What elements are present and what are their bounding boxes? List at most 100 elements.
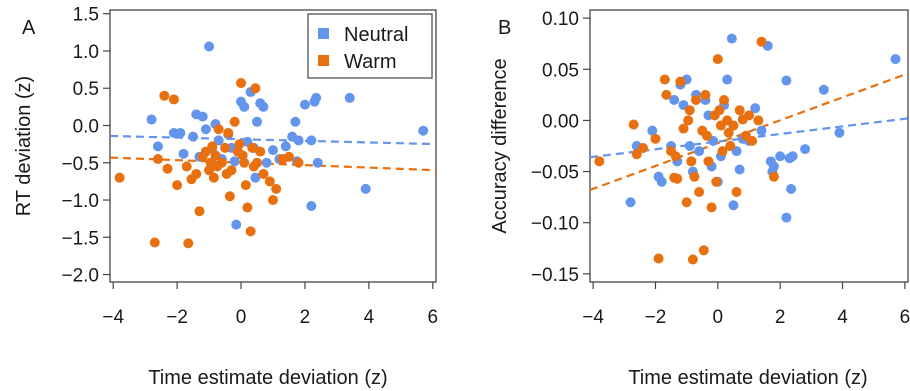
panel-b-point-warm	[687, 254, 698, 265]
panel-b-point-warm	[731, 187, 742, 198]
panel-b-x-tick-label: −4	[582, 307, 604, 328]
panel-b-point-warm	[747, 135, 758, 146]
panel-a-point-neutral	[258, 101, 269, 112]
panel-b-point-warm	[683, 115, 694, 126]
panel-a-point-neutral	[261, 157, 272, 168]
panel-b-point-neutral	[647, 125, 658, 136]
panel-a-points	[114, 41, 429, 249]
panel-a-x-tick-label: −4	[102, 307, 124, 328]
panel-b-x-tick-label: −2	[645, 307, 667, 328]
panel-a-point-neutral	[204, 41, 215, 52]
panel-a-point-neutral	[293, 135, 304, 146]
panel-a-trend-neutral	[109, 134, 437, 146]
panel-b-y-tick-label: −0.10	[531, 214, 579, 235]
panel-b-point-neutral	[787, 151, 798, 162]
panel-b-point-neutral	[684, 141, 695, 151]
legend-swatch-warm	[318, 55, 329, 66]
legend-label-neutral: Neutral	[344, 24, 408, 46]
panel-a-point-warm	[204, 165, 215, 176]
panel-a-point-neutral	[268, 145, 278, 156]
panel-a-point-neutral	[146, 114, 157, 125]
panel-a-point-warm	[268, 195, 278, 206]
panel-b-point-neutral	[726, 33, 737, 44]
panel-b-point-neutral	[669, 94, 680, 105]
panel-b-ticks: −4 −2 0 2 4 6 −0.15 −0.10 −0.05 0.00 0.05 0.10	[531, 9, 910, 328]
panel-b-point-neutral	[728, 200, 739, 211]
panel-b-point-neutral	[768, 161, 779, 172]
panel-a-point-neutral	[290, 116, 301, 127]
panel-b-point-neutral	[818, 84, 829, 95]
panel-a-y-axis-title: RT deviation (z)	[13, 76, 35, 216]
panel-a-x-tick-label: −2	[166, 307, 188, 328]
legend-box	[307, 13, 433, 79]
panel-b-point-neutral	[781, 212, 792, 223]
panel-a-point-warm	[149, 237, 160, 248]
panel-b-point-warm	[723, 127, 734, 138]
panel-a-point-neutral	[360, 183, 371, 194]
panel-a-letter: A	[22, 17, 36, 39]
panel-a-point-neutral	[231, 219, 242, 230]
panel-a-y-tick-label: −2.0	[61, 266, 99, 287]
panel-a-x-axis-title: Time estimate deviation (z)	[148, 367, 387, 389]
panel-a-x-tick-label: 2	[300, 307, 311, 328]
panel-a-point-warm	[181, 161, 192, 172]
panel-a-y-tick-label: −0.5	[61, 154, 99, 175]
panel-b-point-warm	[698, 245, 709, 256]
panel-b-point-warm	[753, 115, 764, 126]
panel-b-point-warm	[631, 149, 642, 160]
panel-a-x-tick-label: 6	[428, 307, 439, 328]
panel-b-point-warm	[628, 119, 639, 130]
panel-b-y-tick-label: 0.00	[542, 111, 579, 132]
panel-a-x-tick-label: 0	[236, 307, 247, 328]
panel-b-point-warm	[719, 94, 730, 105]
panel-b-point-neutral	[625, 197, 636, 208]
panel-b-point-warm	[734, 105, 745, 116]
panel-b-point-warm	[691, 94, 701, 105]
panel-b-point-neutral	[800, 144, 811, 155]
panel-b-letter: B	[498, 17, 511, 39]
panel-a-trend-lines	[109, 134, 437, 172]
panel-a-point-warm	[250, 83, 261, 94]
panel-b-y-tick-label: −0.15	[531, 265, 579, 286]
panel-b-point-warm	[768, 171, 779, 182]
panel-a-point-warm	[207, 141, 218, 152]
panel-a-point-warm	[220, 142, 231, 153]
panel-a-point-warm	[223, 127, 234, 138]
panel-a-point-warm	[236, 78, 247, 89]
panel-a-ticks: −4 −2 0 2 4 6 −2.0 −1.5 −1.0 −0.5 0.0 0.5 1.0 1.5	[61, 5, 438, 328]
panel-a-point-warm	[152, 154, 163, 165]
panel-b-point-neutral	[750, 103, 761, 114]
panel-b-y-tick-label: −0.05	[531, 163, 579, 184]
panel-a-point-warm	[216, 157, 227, 168]
panel-b-trend-lines	[589, 72, 909, 192]
panel-b-point-warm	[711, 176, 722, 187]
panel-a-point-neutral	[306, 135, 317, 146]
panel-b-x-tick-label: 4	[837, 307, 848, 328]
panel-a-y-tick-label: 0.0	[73, 117, 99, 138]
panel-a-point-warm	[210, 150, 221, 161]
panel-a-y-tick-label: 1.0	[73, 42, 99, 63]
panel-a-point-neutral	[344, 92, 355, 103]
panel-a-point-neutral	[213, 135, 224, 146]
panel-b-point-warm	[686, 156, 697, 167]
panel-b-point-warm	[684, 105, 695, 116]
panel-a-point-warm	[162, 163, 173, 174]
panel-a-point-warm	[293, 157, 304, 168]
panel-b-point-warm	[712, 54, 723, 65]
panel-b-x-axis-title: Time estimate deviation (z)	[628, 367, 867, 389]
panel-b-point-warm	[594, 156, 605, 167]
panel-b-point-warm	[701, 130, 712, 141]
panel-a-point-warm	[239, 157, 250, 168]
panel-b-y-axis-title: Accuracy difference	[489, 58, 511, 233]
legend-swatch-neutral	[318, 28, 329, 39]
panel-b-point-warm	[670, 151, 681, 162]
panel-b-point-warm	[706, 202, 717, 213]
panel-b-point-warm	[650, 133, 661, 144]
panel-b-point-warm	[681, 197, 692, 208]
panel-b-y-tick-label: 0.05	[542, 60, 579, 81]
panel-a-point-warm	[183, 238, 194, 249]
panel-a-point-warm	[229, 116, 240, 127]
panel-b-point-warm	[714, 105, 725, 116]
panel-a-point-warm	[240, 180, 251, 191]
panel-a-point-warm	[237, 150, 248, 161]
